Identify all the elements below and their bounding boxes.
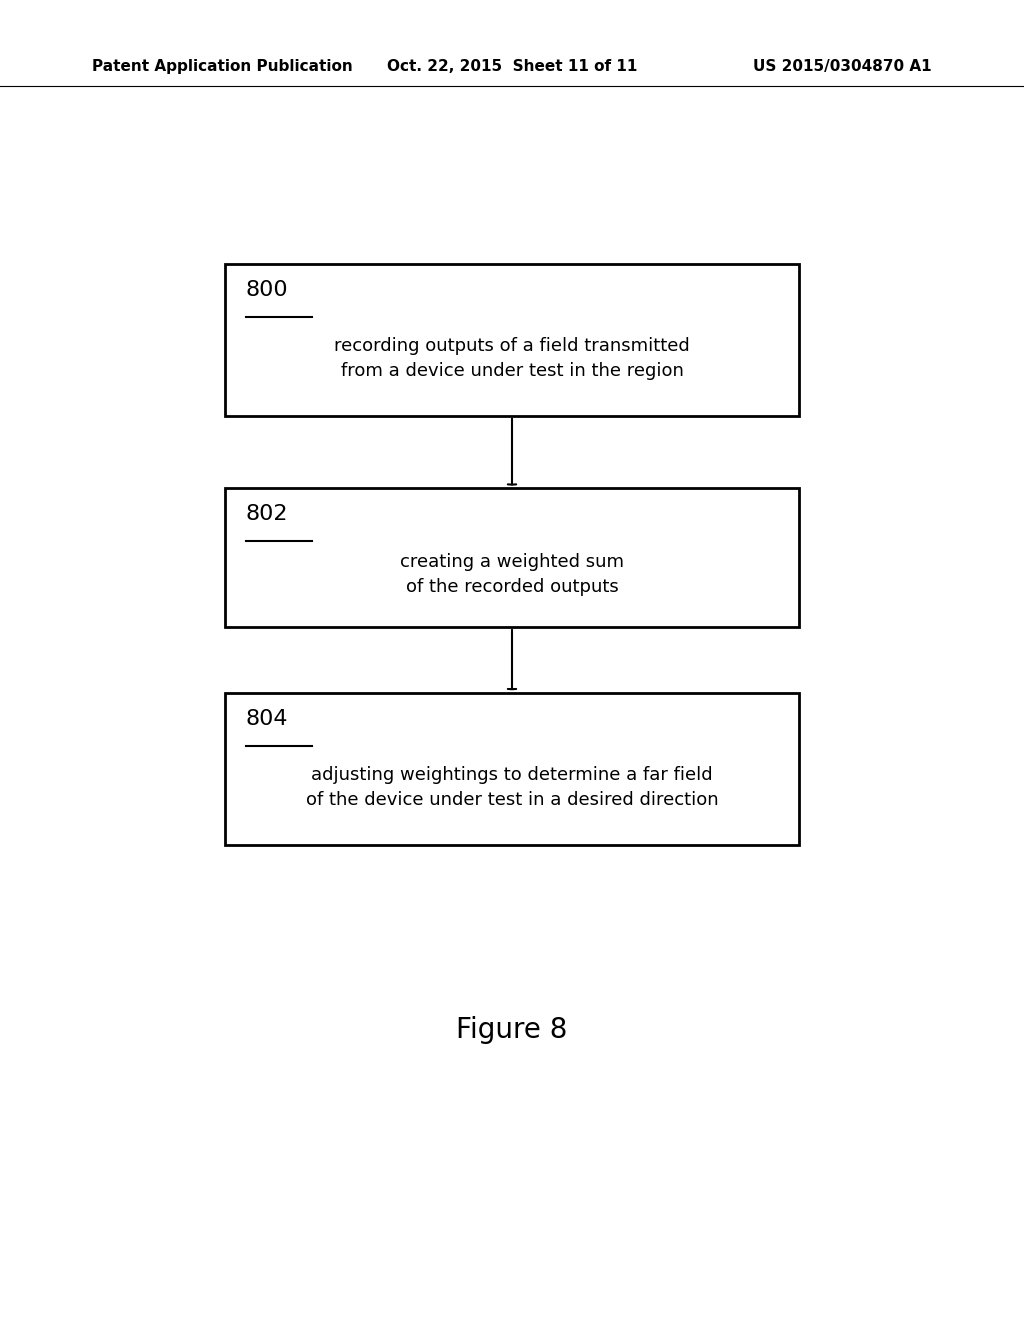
Text: 802: 802 [246, 504, 289, 524]
Text: Figure 8: Figure 8 [457, 1015, 567, 1044]
Text: recording outputs of a field transmitted
from a device under test in the region: recording outputs of a field transmitted… [334, 337, 690, 380]
FancyBboxPatch shape [225, 488, 799, 627]
Text: 804: 804 [246, 709, 289, 729]
FancyBboxPatch shape [225, 264, 799, 416]
Text: creating a weighted sum
of the recorded outputs: creating a weighted sum of the recorded … [400, 553, 624, 595]
Text: US 2015/0304870 A1: US 2015/0304870 A1 [754, 59, 932, 74]
Text: 800: 800 [246, 280, 289, 300]
Text: adjusting weightings to determine a far field
of the device under test in a desi: adjusting weightings to determine a far … [306, 766, 718, 809]
FancyBboxPatch shape [225, 693, 799, 845]
Text: Oct. 22, 2015  Sheet 11 of 11: Oct. 22, 2015 Sheet 11 of 11 [387, 59, 637, 74]
Text: Patent Application Publication: Patent Application Publication [92, 59, 353, 74]
